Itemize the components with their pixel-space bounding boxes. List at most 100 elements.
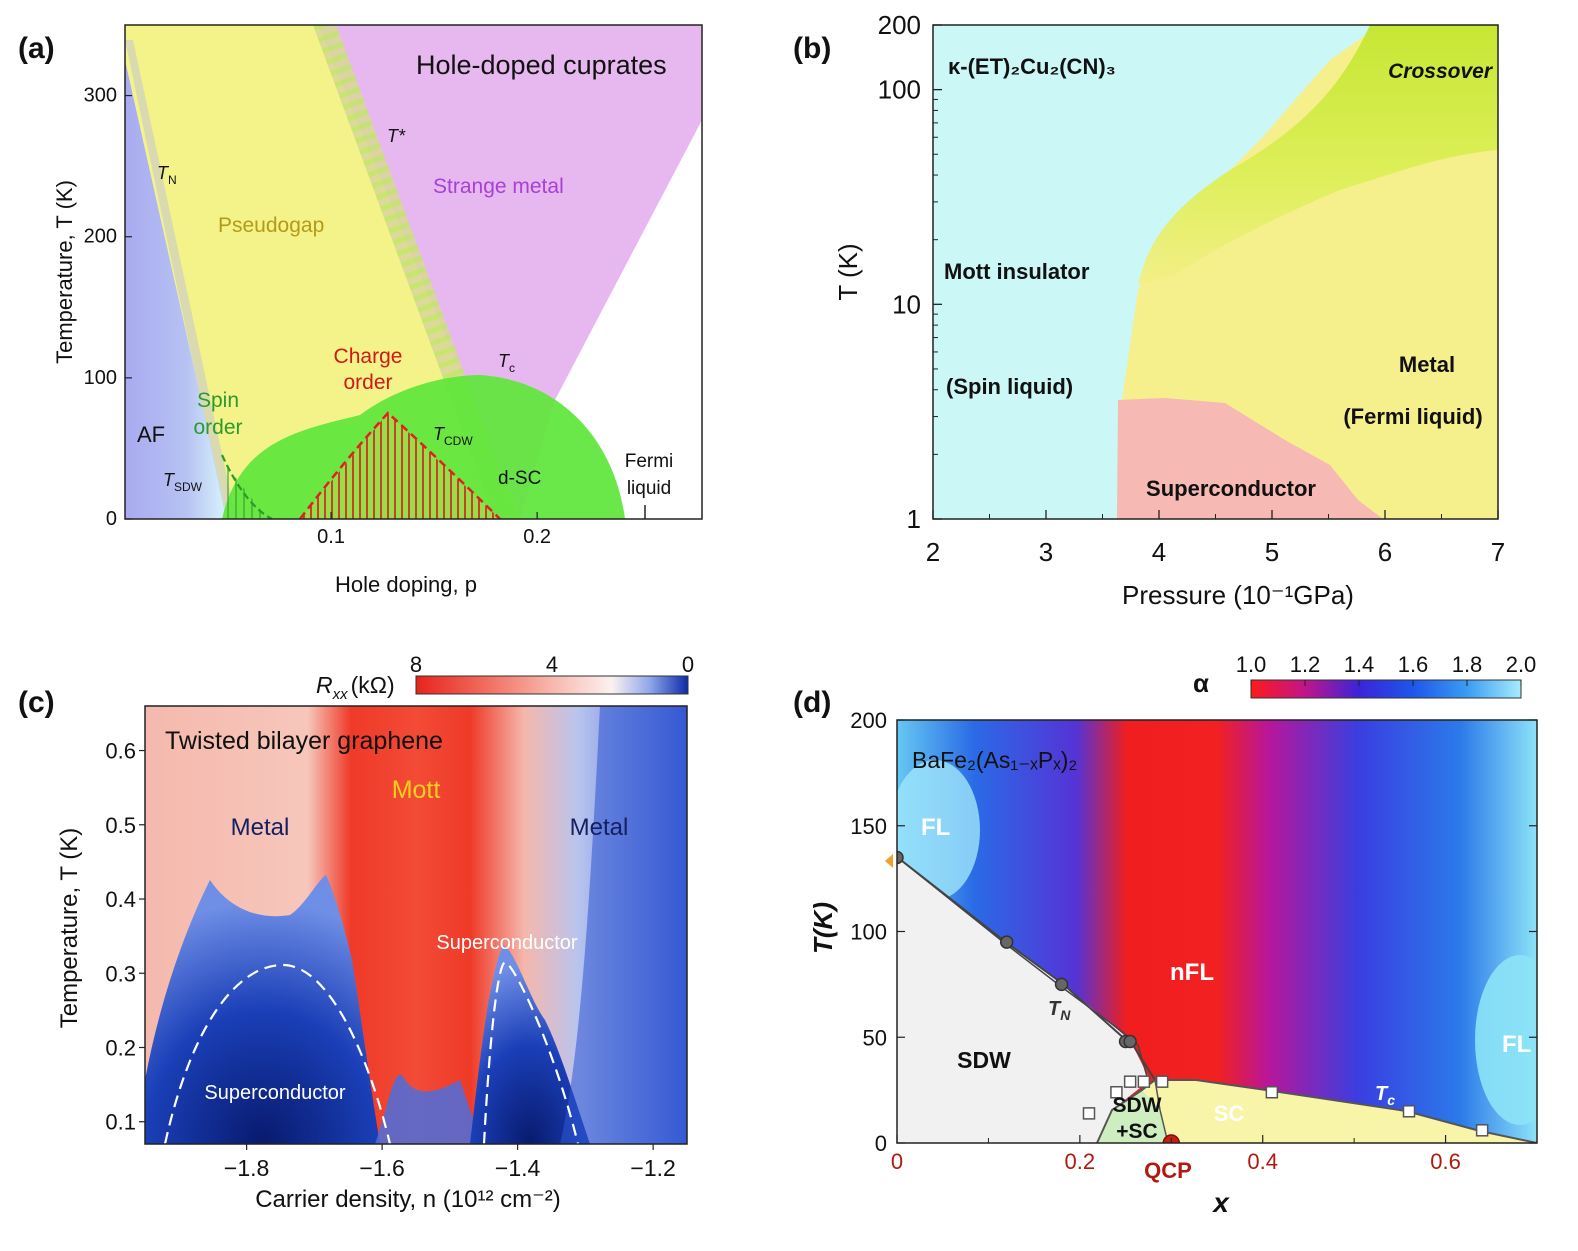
sc-blue-left bbox=[145, 875, 380, 1144]
tstar-label: T* bbox=[387, 126, 406, 146]
alpha-tick-label: 1.8 bbox=[1452, 652, 1483, 677]
tn-d-label: TN bbox=[1048, 998, 1071, 1023]
b-ytick-label: 1 bbox=[907, 504, 921, 534]
sc-region bbox=[1097, 1080, 1537, 1143]
panel-b-label: (b) bbox=[793, 32, 831, 65]
tn-point bbox=[1054, 977, 1069, 992]
sc-label: SC bbox=[1214, 1101, 1245, 1126]
rxx-colorbar bbox=[415, 675, 689, 695]
tc-label: Tc bbox=[498, 351, 515, 375]
tc-point bbox=[1475, 1124, 1489, 1137]
mott-insulator-label: Mott insulator bbox=[944, 259, 1090, 284]
sdw-sc-label-2: +SC bbox=[1116, 1120, 1157, 1143]
panel-a-plot bbox=[125, 25, 702, 519]
d-xtick-label: 0.4 bbox=[1247, 1149, 1278, 1174]
c-ytick-label: 0.4 bbox=[105, 887, 136, 912]
a-ytick-label: 0 bbox=[106, 508, 117, 530]
sdw-label: SDW bbox=[957, 1047, 1011, 1073]
panel-d-axes: 0 0.2 0.4 0.6 0 50 100 150 200 bbox=[850, 708, 1537, 1174]
metal-blue-right bbox=[560, 706, 687, 1144]
alpha-tick-label: 1.0 bbox=[1236, 652, 1267, 677]
panel-d-ylabel: T(K) bbox=[808, 902, 838, 954]
af-label: AF bbox=[137, 422, 165, 447]
b-xtick-label: 7 bbox=[1491, 537, 1505, 567]
panel-d-title: BaFe₂(As₁₋ₓPₓ)₂ bbox=[912, 747, 1077, 773]
crossover-band bbox=[1138, 25, 1498, 285]
tcdw-label: TCDW bbox=[433, 424, 473, 448]
sc-blue-right bbox=[470, 945, 590, 1144]
c-ytick-label: 0.3 bbox=[105, 961, 136, 986]
tsdw-region bbox=[222, 460, 268, 519]
panel-a-frame bbox=[124, 24, 703, 520]
tn-point bbox=[897, 850, 904, 865]
panel-b-ylabel: T (K) bbox=[833, 243, 863, 300]
superconductor-left-label: Superconductor bbox=[204, 1082, 346, 1104]
alpha-colorbar-label: α bbox=[1193, 668, 1209, 698]
fermi-liquid-label-2: liquid bbox=[627, 478, 671, 499]
pseudogap-label: Pseudogap bbox=[218, 214, 324, 237]
d-ytick-label: 200 bbox=[850, 708, 887, 733]
tc-point bbox=[1155, 1075, 1169, 1088]
c-ytick-label: 0.2 bbox=[105, 1035, 136, 1060]
sc-blue-center bbox=[375, 1074, 480, 1144]
crossover-label: Crossover bbox=[1388, 60, 1494, 83]
tsdw-label: TSDW bbox=[163, 470, 203, 494]
sc-dome-left-line bbox=[163, 963, 392, 1144]
alpha-tick-label: 2.0 bbox=[1506, 652, 1537, 677]
b-ytick-label: 100 bbox=[878, 75, 921, 105]
dsc-label: d-SC bbox=[498, 468, 541, 489]
panel-a-xlabel: Hole doping, p bbox=[335, 572, 477, 597]
alpha-tick-label: 1.6 bbox=[1398, 652, 1429, 677]
tc-d-label: Tc bbox=[1375, 1083, 1395, 1108]
d-ytick-label: 0 bbox=[875, 1131, 887, 1156]
a-ytick-label: 300 bbox=[84, 85, 117, 107]
panel-b-plot bbox=[933, 25, 1498, 519]
charge-order-label-1: Charge bbox=[334, 345, 403, 368]
metal-left-label: Metal bbox=[231, 814, 290, 841]
alpha-colorbar bbox=[1250, 679, 1522, 699]
superconductor-right-label: Superconductor bbox=[436, 932, 578, 954]
b-xtick-label: 3 bbox=[1039, 537, 1053, 567]
metal-label: Metal bbox=[1399, 352, 1455, 377]
d-ytick-label: 150 bbox=[850, 814, 887, 839]
rxx-tick-8: 8 bbox=[410, 652, 422, 677]
tc-point bbox=[1110, 1085, 1123, 1099]
panel-d-label: (d) bbox=[793, 686, 831, 719]
fermi-liquid-b-label: (Fermi liquid) bbox=[1343, 404, 1482, 429]
rxx-tick-0: 0 bbox=[682, 652, 694, 677]
b-ytick-label: 200 bbox=[878, 10, 921, 40]
tc-point bbox=[1265, 1085, 1279, 1099]
panel-a-title: Hole-doped cuprates bbox=[416, 50, 667, 80]
c-ytick-label: 0.6 bbox=[105, 739, 136, 764]
tc-point bbox=[1137, 1075, 1151, 1088]
alpha-tick-label: 1.2 bbox=[1290, 652, 1321, 677]
tc-line-sdw-side bbox=[1154, 1079, 1169, 1143]
c-xtick-label: −1.4 bbox=[495, 1155, 541, 1181]
c-xtick-label: −1.8 bbox=[224, 1155, 269, 1181]
b-xtick-label: 4 bbox=[1152, 537, 1166, 567]
strange-metal-label: Strange metal bbox=[433, 175, 564, 198]
panel-c-xlabel: Carrier density, n (10¹² cm⁻²) bbox=[255, 1186, 561, 1213]
alpha-tick-label: 1.4 bbox=[1344, 652, 1375, 677]
superconductor-region bbox=[1117, 398, 1383, 519]
charge-order-dome bbox=[300, 413, 500, 519]
a-xtick-label: 0.2 bbox=[523, 526, 551, 548]
panel-b-axes: 2 3 4 5 6 7 1 10 100 200 bbox=[878, 10, 1506, 567]
d-ytick-label: 100 bbox=[850, 920, 887, 945]
d-xtick-label: 0.2 bbox=[1065, 1149, 1096, 1174]
tn-point bbox=[1123, 1034, 1137, 1049]
d-ytick-label: 50 bbox=[863, 1025, 887, 1050]
alpha-colorbar-ticks: 1.0 1.2 1.4 1.6 1.8 2.0 bbox=[1236, 652, 1537, 686]
panel-a-label: (a) bbox=[18, 32, 55, 65]
panel-d-xlabel: x bbox=[1211, 1187, 1230, 1218]
tc-point bbox=[1123, 1075, 1137, 1088]
panel-c-plot bbox=[145, 706, 687, 1144]
charge-order-label-2: order bbox=[343, 371, 392, 394]
panel-c-ylabel: Temperature, T (K) bbox=[56, 828, 83, 1029]
fl-right-label: FL bbox=[1502, 1031, 1531, 1058]
c-ytick-label: 0.1 bbox=[105, 1110, 136, 1135]
sdw-sc-region bbox=[1097, 1090, 1168, 1143]
b-xtick-label: 5 bbox=[1265, 537, 1279, 567]
panel-a-ylabel: Temperature, T (K) bbox=[52, 180, 77, 364]
